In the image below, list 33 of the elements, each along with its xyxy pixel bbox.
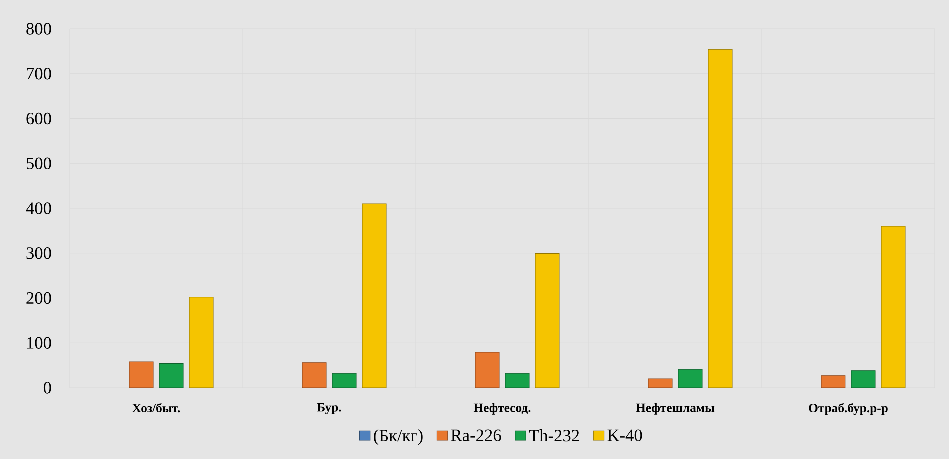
bar: [821, 376, 846, 388]
legend-label: Ra-226: [451, 430, 502, 442]
bar: [475, 352, 500, 388]
x-tick-label: Отраб.бур.р-р: [809, 403, 888, 416]
legend-label: (Бк/кг): [374, 429, 423, 446]
x-tick-label: Бур.: [317, 403, 342, 414]
bar: [881, 226, 906, 388]
x-tick-label: Нефтешламы: [636, 403, 715, 415]
bar: [189, 297, 214, 388]
bar: [505, 373, 530, 388]
bar: [851, 370, 876, 388]
x-tick-label: Хоз/быт.: [132, 403, 180, 413]
bar: [159, 363, 184, 388]
legend-label: Th-232: [529, 429, 580, 442]
x-tick-label: Нефтесод.: [474, 403, 531, 415]
y-tick-label: 300: [26, 248, 52, 260]
bar: [129, 362, 154, 388]
bar: [302, 362, 327, 388]
bar: [535, 254, 560, 388]
y-tick-label: 800: [26, 23, 52, 35]
y-tick-label: 700: [27, 68, 52, 80]
y-tick-label: 400: [26, 202, 52, 214]
bar: [332, 373, 357, 388]
bar: [708, 49, 733, 388]
y-tick-label: 100: [27, 337, 52, 349]
y-tick-label: 600: [26, 112, 52, 125]
bar: [362, 204, 387, 388]
y-tick-label: 200: [26, 292, 52, 304]
y-tick-label: 0: [44, 382, 52, 394]
bar: [648, 378, 673, 388]
bar: [678, 369, 703, 388]
legend-label: K-40: [608, 430, 642, 442]
y-tick-label: 500: [26, 158, 52, 170]
